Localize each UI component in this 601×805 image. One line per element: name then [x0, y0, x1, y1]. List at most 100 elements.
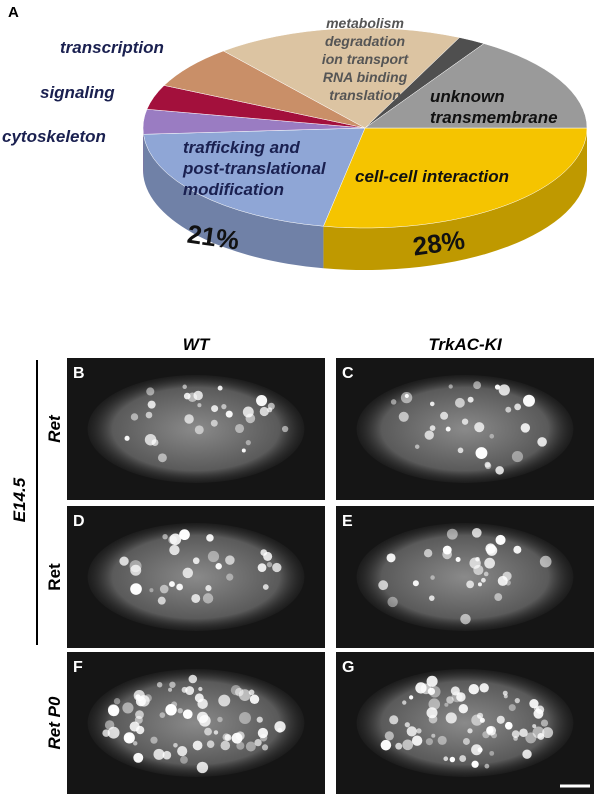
cell: [513, 546, 521, 554]
cell: [133, 753, 143, 763]
cell: [495, 466, 504, 475]
cell: [442, 550, 452, 560]
cell: [135, 710, 144, 719]
cell: [485, 462, 491, 468]
cell: [122, 702, 133, 713]
slice-label: transcription: [60, 38, 164, 57]
slice-label: ion transport: [322, 51, 410, 67]
cell: [478, 582, 482, 586]
cell: [521, 423, 530, 432]
cell: [409, 695, 413, 699]
cell: [497, 716, 505, 724]
cell: [455, 398, 465, 408]
cell: [168, 535, 177, 544]
cell: [183, 709, 193, 719]
cell: [272, 563, 281, 572]
cell: [204, 728, 212, 736]
cell: [130, 565, 141, 576]
cell: [119, 556, 128, 565]
cell: [456, 557, 461, 562]
cell: [486, 726, 493, 733]
cell: [529, 699, 538, 708]
figure-label: A: [8, 4, 19, 21]
slice-label: trafficking and: [183, 138, 300, 157]
cell: [540, 556, 552, 568]
cell: [193, 741, 203, 751]
cell: [449, 384, 453, 388]
cell: [114, 698, 120, 704]
slice-label: RNA binding: [323, 69, 408, 85]
cell: [183, 568, 193, 578]
cell: [428, 688, 435, 695]
cell: [217, 717, 222, 722]
cell: [193, 557, 200, 564]
cell: [451, 686, 460, 695]
cell: [427, 676, 438, 687]
panel-letter: E: [342, 513, 353, 530]
cell: [148, 401, 156, 409]
cell: [150, 737, 157, 744]
cell: [473, 381, 481, 389]
cell: [267, 562, 272, 567]
cell: [176, 584, 183, 591]
cell: [177, 746, 187, 756]
cell: [467, 728, 472, 733]
slice-label: transmembrane: [430, 108, 558, 127]
cell: [260, 549, 267, 556]
cell: [221, 741, 231, 751]
cell: [387, 553, 396, 562]
cell: [484, 764, 489, 769]
cell: [191, 594, 200, 603]
cell: [424, 549, 432, 557]
cell: [133, 741, 137, 745]
cell: [472, 528, 482, 538]
cell: [428, 698, 440, 710]
cell: [514, 403, 521, 410]
tissue: [88, 523, 305, 631]
row-label: Ret: [45, 414, 64, 443]
cell: [426, 738, 433, 745]
cell: [206, 534, 213, 541]
cell: [197, 403, 201, 407]
cell: [381, 740, 392, 751]
cell: [499, 384, 510, 395]
cell: [195, 425, 204, 434]
cell: [542, 727, 553, 738]
cell: [391, 399, 397, 405]
cell: [160, 585, 169, 594]
cell: [130, 722, 140, 732]
cell: [195, 693, 204, 702]
slice-label: cytoskeleton: [2, 127, 106, 146]
cell: [447, 529, 458, 540]
cell: [430, 575, 435, 580]
cell: [260, 734, 267, 741]
cell: [471, 744, 482, 755]
cell: [236, 731, 245, 740]
cell: [395, 743, 402, 750]
cell: [412, 735, 422, 745]
cell: [153, 749, 164, 760]
cell: [444, 703, 448, 707]
cell: [469, 684, 479, 694]
cell: [207, 740, 215, 748]
cell: [415, 682, 426, 693]
cell: [405, 722, 410, 727]
slice-label: signaling: [40, 83, 115, 102]
cell: [430, 402, 435, 407]
column-header: TrkAC-KI: [428, 335, 503, 354]
cell: [413, 580, 419, 586]
cell: [479, 683, 488, 692]
cell: [509, 704, 516, 711]
cell: [475, 557, 480, 562]
cell: [262, 744, 268, 750]
cell: [184, 414, 193, 423]
cell: [515, 698, 520, 703]
cell: [402, 700, 406, 704]
cell: [160, 712, 166, 718]
cell: [387, 597, 397, 607]
cell: [385, 731, 394, 740]
cell: [211, 405, 218, 412]
panel-letter: B: [73, 365, 85, 382]
